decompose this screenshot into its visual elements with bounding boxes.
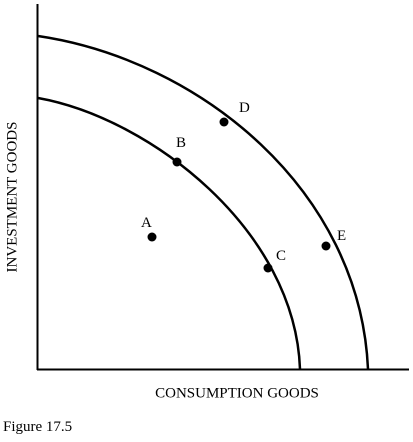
point-e-label: E (337, 228, 346, 244)
point-a-label: A (141, 215, 152, 231)
point-c-label: C (276, 248, 286, 264)
x-axis-label: CONSUMPTION GOODS (155, 385, 319, 402)
point-c-marker (263, 263, 273, 273)
figure-caption: Figure 17.5 (3, 419, 73, 435)
point-d-marker (219, 117, 229, 127)
point-b-label: B (176, 135, 186, 151)
inner-ppf-curve (37, 96, 302, 370)
point-b-marker (172, 157, 182, 167)
point-a-marker (147, 232, 157, 242)
y-axis-label: INVESTMENT GOODS (4, 121, 21, 273)
point-d-label: D (239, 100, 250, 116)
outer-ppf-curve (37, 34, 370, 370)
point-e-marker (321, 241, 331, 251)
points-layer: A B C D E (141, 100, 346, 273)
